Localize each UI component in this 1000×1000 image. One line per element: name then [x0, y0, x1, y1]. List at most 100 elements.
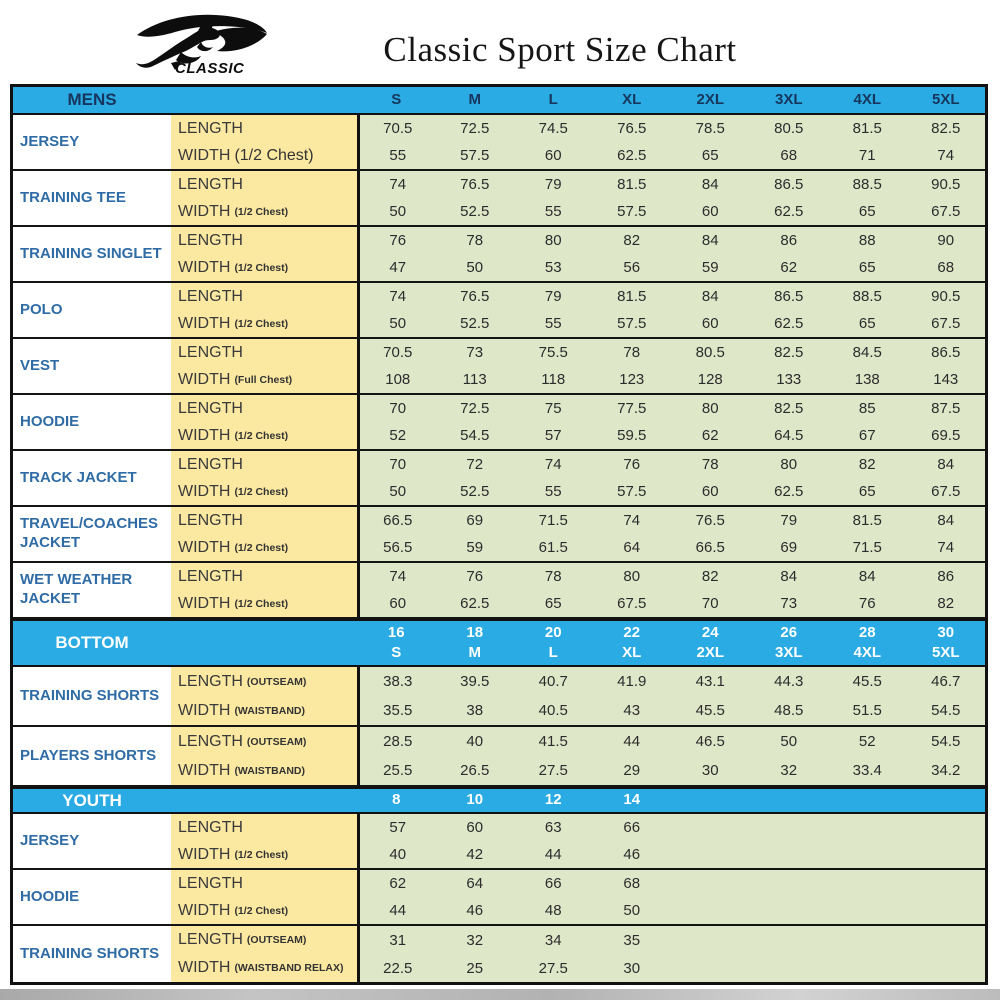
size-value-cell: 64 — [435, 870, 514, 897]
size-value-cell — [828, 897, 907, 924]
size-value-cell: 41.5 — [514, 727, 593, 756]
size-value-cell: 55 — [514, 310, 593, 337]
size-value-cell: 113 — [435, 366, 514, 393]
size-value-cell: 62.5 — [435, 590, 514, 617]
size-value-cell: 78 — [514, 563, 593, 590]
size-value-cell: 43.1 — [671, 667, 750, 696]
size-value-cell: 84 — [671, 283, 750, 310]
size-column-header: 30 5XL — [931, 623, 960, 661]
size-column-header: 28 4XL — [853, 623, 881, 661]
size-value-cell: 30 — [671, 756, 750, 785]
size-value-cell: 72 — [435, 451, 514, 478]
size-value-cell: 71.5 — [828, 534, 907, 561]
size-value-cell: 67.5 — [906, 310, 985, 337]
size-column-header: L — [548, 90, 558, 108]
size-value-cell: 46 — [592, 841, 671, 868]
size-value-cell — [828, 926, 907, 954]
size-value-cell: 78 — [592, 339, 671, 366]
size-value-cell: 56 — [592, 254, 671, 281]
size-value-cell: 74 — [514, 451, 593, 478]
item-row-jersey: JERSEY LENGTH 57 60 63 66 WIDTH (1/2 Chest) 40 42… — [13, 814, 985, 870]
size-column-header: 20 L — [544, 623, 562, 661]
item-row-polo: POLO LENGTH 74 76.5 79 81.5 84 86.5 88.5 90.5 WIDT… — [13, 283, 985, 339]
page-edge-strip — [0, 989, 1000, 1000]
size-value-cell: 42 — [435, 841, 514, 868]
size-column-header: 16 S — [387, 623, 405, 661]
size-value-cell: 82.5 — [749, 339, 828, 366]
measurement-label: LENGTH — [171, 115, 357, 142]
size-value-cell: 67.5 — [592, 590, 671, 617]
size-value-cell: 90.5 — [906, 283, 985, 310]
size-value-cell: 82.5 — [749, 395, 828, 422]
measurement-label: WIDTH (1/2 Chest) — [171, 310, 357, 337]
size-value-cell: 59 — [435, 534, 514, 561]
size-column-header: 10 — [466, 791, 484, 809]
size-value-cell: 72.5 — [435, 395, 514, 422]
size-value-cell: 52.5 — [435, 310, 514, 337]
size-value-cell: 27.5 — [514, 756, 593, 785]
size-column-header: 26 3XL — [774, 623, 803, 661]
size-value-cell — [906, 926, 985, 954]
size-value-cell: 44 — [357, 897, 436, 924]
item-name-label: TRAVEL/COACHES JACKET — [13, 507, 171, 561]
size-value-cell — [671, 954, 750, 982]
size-value-cell: 46.5 — [671, 727, 750, 756]
size-value-cell — [749, 841, 828, 868]
size-value-cell: 88.5 — [828, 283, 907, 310]
size-value-cell: 60 — [435, 814, 514, 841]
size-column-header: M — [468, 90, 482, 108]
size-value-cell: 31 — [357, 926, 436, 954]
item-row-travel-coaches-jacket: TRAVEL/COACHES JACKET LENGTH 66.5 69 71.5 74 7… — [13, 507, 985, 563]
size-value-cell: 81.5 — [592, 283, 671, 310]
size-value-cell: 25.5 — [357, 756, 436, 785]
item-row-training-singlet: TRAINING SINGLET LENGTH 76 78 80 82 84 86 88 90 WI… — [13, 227, 985, 283]
size-value-cell — [906, 897, 985, 924]
item-name-label: TRAINING SINGLET — [13, 227, 171, 281]
size-value-cell: 66 — [514, 870, 593, 897]
size-value-cell: 52.5 — [435, 198, 514, 225]
size-value-cell: 81.5 — [592, 171, 671, 198]
size-value-cell — [671, 870, 750, 897]
size-value-cell: 74 — [357, 171, 436, 198]
size-value-cell: 70 — [357, 451, 436, 478]
measurement-label: LENGTH (OUTSEAM) — [171, 926, 357, 954]
size-value-cell: 68 — [749, 142, 828, 169]
size-value-cell: 35 — [592, 926, 671, 954]
measurement-label: LENGTH — [171, 451, 357, 478]
size-value-cell: 84 — [671, 227, 750, 254]
size-value-cell — [828, 841, 907, 868]
size-value-cell: 50 — [435, 254, 514, 281]
size-value-cell: 80 — [514, 227, 593, 254]
size-value-cell: 54.5 — [435, 422, 514, 449]
item-row-players-shorts: PLAYERS SHORTS LENGTH (OUTSEAM) 28.5 40 41.5 4… — [13, 727, 985, 787]
size-value-cell: 50 — [749, 727, 828, 756]
item-name-label: WET WEATHER JACKET — [13, 563, 171, 617]
size-value-cell: 25 — [435, 954, 514, 982]
size-column-header: 22 XL — [622, 623, 642, 661]
size-value-cell: 88.5 — [828, 171, 907, 198]
size-value-cell: 74 — [592, 507, 671, 534]
size-value-cell: 40.7 — [514, 667, 593, 696]
size-value-cell: 62.5 — [749, 310, 828, 337]
size-column-header: 4XL — [853, 90, 881, 108]
measurement-label: LENGTH — [171, 814, 357, 841]
size-value-cell: 84 — [828, 563, 907, 590]
item-name-label: PLAYERS SHORTS — [13, 727, 171, 785]
item-name-label: TRACK JACKET — [13, 451, 171, 505]
size-value-cell — [828, 814, 907, 841]
size-value-cell: 86.5 — [749, 171, 828, 198]
size-value-cell: 62.5 — [749, 198, 828, 225]
size-value-cell: 41.9 — [592, 667, 671, 696]
section-header-mens: MENS S M L XL 2XL 3XL 4XL 5XL — [13, 87, 985, 115]
size-value-cell — [671, 814, 750, 841]
size-value-cell: 88 — [828, 227, 907, 254]
measurement-label: LENGTH (OUTSEAM) — [171, 667, 357, 696]
size-value-cell: 76.5 — [435, 283, 514, 310]
size-value-cell: 70.5 — [357, 339, 436, 366]
size-value-cell: 55 — [357, 142, 436, 169]
size-value-cell: 68 — [592, 870, 671, 897]
size-value-cell: 33.4 — [828, 756, 907, 785]
item-row-jersey: JERSEY LENGTH 70.5 72.5 74.5 76.5 78.5 80.5 81.5… — [13, 115, 985, 171]
size-value-cell: 52 — [828, 727, 907, 756]
size-column-header: 2XL — [696, 90, 724, 108]
